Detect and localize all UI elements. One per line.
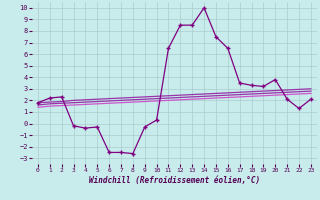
X-axis label: Windchill (Refroidissement éolien,°C): Windchill (Refroidissement éolien,°C): [89, 176, 260, 185]
